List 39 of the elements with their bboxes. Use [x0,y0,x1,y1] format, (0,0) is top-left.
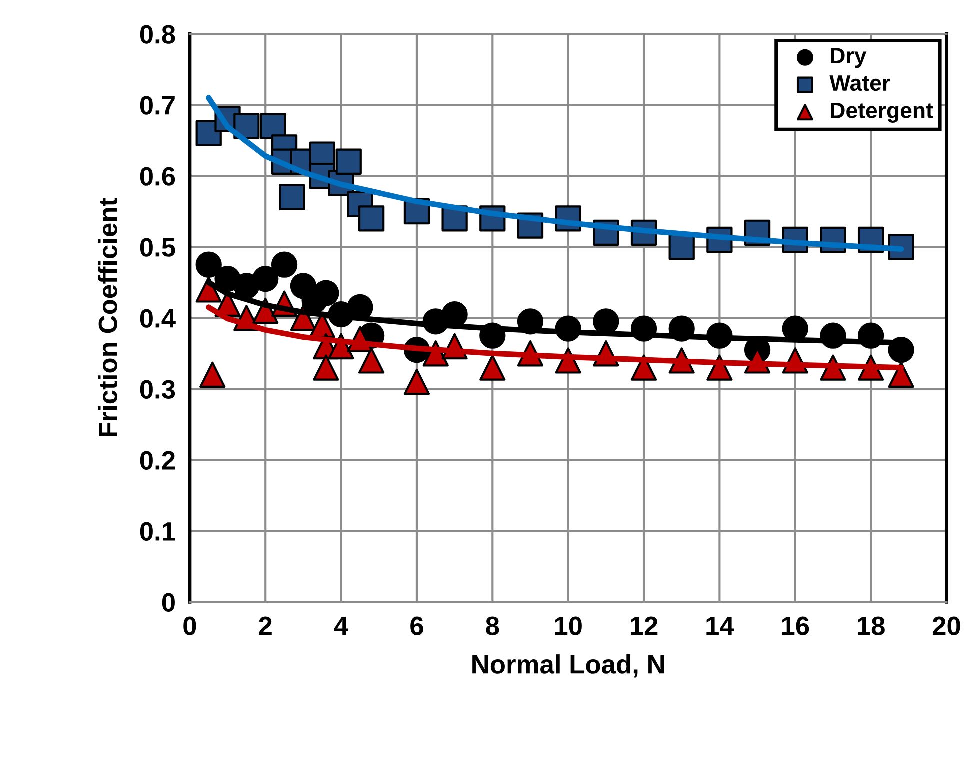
legend-label: Dry [831,48,867,68]
y-tick-label: 0 [162,593,175,612]
point [313,354,340,381]
point [252,266,279,292]
point [336,148,362,175]
x-tick-label: 8 [486,616,500,636]
x-tick-label: 16 [782,616,810,636]
x-tick-label: 18 [858,616,885,636]
y-tick-label: 0.3 [140,380,176,399]
x-axis-title: Normal Load, N [472,654,664,678]
x-tick-label: 10 [555,616,582,636]
point [196,252,222,278]
x-tick-label: 14 [706,617,734,636]
y-axis-title: Friction Coefficient [98,198,118,437]
legend-label: Water [830,76,890,92]
point [234,113,260,140]
y-tick-label: 0.5 [140,238,176,257]
point [404,368,430,396]
x-tick-label: 4 [334,617,348,636]
x-tick-label: 2 [259,616,272,636]
point [358,206,385,232]
point [630,354,658,381]
point [200,362,226,388]
y-tick-label: 0.8 [140,25,176,44]
y-tick-label: 0.6 [140,167,176,186]
x-tick-label: 20 [932,616,960,636]
y-tick-label: 0.4 [140,309,176,328]
point [279,184,306,210]
point [271,252,298,278]
y-tick-label: 0.7 [140,96,175,115]
x-tick-label: 6 [410,616,424,636]
y-tick-label: 0.2 [140,451,175,470]
x-tick-label: 12 [630,616,658,636]
point [480,354,506,381]
point [358,348,385,374]
x-tick-label: 0 [184,616,196,636]
point [888,362,914,388]
y-tick-label: 0.1 [140,522,176,541]
legend-label: Detergent [831,102,934,123]
